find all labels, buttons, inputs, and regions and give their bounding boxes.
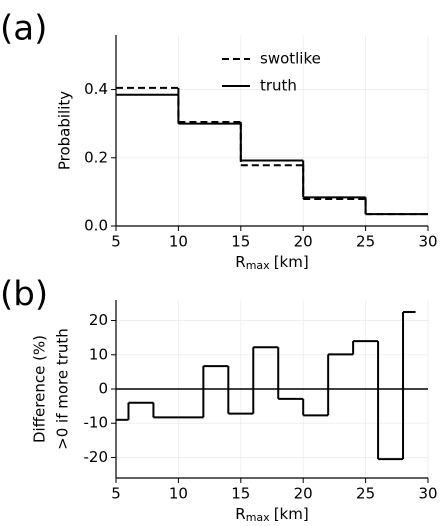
x-label-unit: [km] (274, 253, 309, 271)
y-tick-label: -20 (84, 448, 109, 466)
y-tick-label: 20 (89, 311, 108, 329)
x-label-main: R (235, 253, 245, 271)
y-tick-label: 0.2 (84, 148, 108, 166)
x-label-sub: max (246, 511, 270, 524)
y-axis-label: >0 if more truth (54, 328, 72, 450)
panel-label: (b) (0, 275, 48, 315)
x-axis-label: Rmax [km] (235, 505, 308, 525)
x-tick-label: 30 (418, 233, 437, 251)
legend-label: swotlike (260, 50, 321, 68)
x-label-unit: [km] (274, 505, 309, 523)
y-tick-label: 0.0 (84, 217, 108, 235)
x-tick-label: 20 (294, 485, 313, 503)
x-tick-label: 5 (111, 485, 121, 503)
y-tick-label: 0 (98, 380, 108, 398)
x-tick-label: 5 (111, 233, 121, 251)
y-axis-label: Probability (56, 91, 74, 170)
x-tick-label: 10 (169, 233, 188, 251)
x-tick-label: 15 (231, 485, 250, 503)
x-label-main: R (235, 505, 245, 523)
y-tick-label: 10 (89, 345, 108, 363)
x-tick-label: 10 (169, 485, 188, 503)
x-tick-label: 30 (418, 485, 437, 503)
x-tick-label: 20 (294, 233, 313, 251)
panel-label: (a) (0, 9, 47, 49)
x-axis-label: Rmax [km] (235, 253, 308, 273)
legend-label: truth (260, 77, 297, 95)
x-tick-label: 25 (356, 233, 375, 251)
x-tick-label: 15 (231, 233, 250, 251)
y-tick-label: -10 (84, 414, 109, 432)
x-label-sub: max (246, 259, 270, 272)
y-axis-label: Difference (%) (31, 335, 49, 443)
x-tick-label: 25 (356, 485, 375, 503)
y-tick-label: 0.4 (84, 80, 108, 98)
